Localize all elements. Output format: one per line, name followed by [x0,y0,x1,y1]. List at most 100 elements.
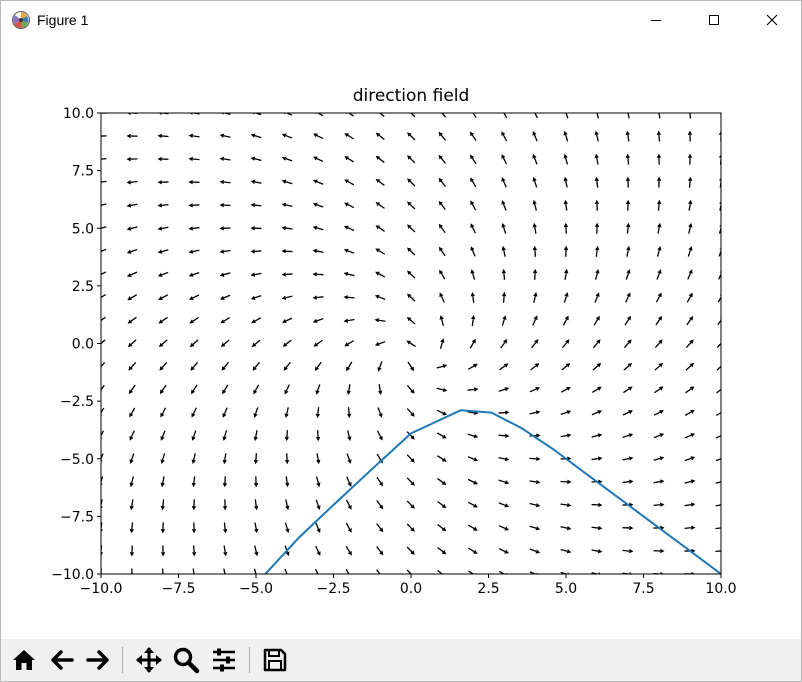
quiver-arrow [191,545,197,557]
home-icon [13,650,35,670]
quiver-arrow [219,179,231,185]
y-tick-label: 5.0 [72,221,94,237]
quiver-arrow [191,453,196,465]
pan-icon [136,647,162,673]
quiver-arrow [498,387,510,392]
quiver-arrow [188,203,200,208]
quiver-arrow [188,179,200,185]
close-button[interactable] [743,1,801,39]
quiver-arrow [560,548,572,554]
back-button[interactable] [45,643,79,677]
quiver-arrow [653,502,665,507]
quiver-arrow [223,545,228,557]
quiver-arrow [687,153,693,165]
solution-curve [264,409,721,574]
quiver-arrow [160,407,167,418]
title-bar[interactable]: Figure 1 [1,1,801,39]
forward-button[interactable] [81,643,115,677]
quiver-arrow [126,156,138,162]
quiver-arrow [160,430,166,441]
quiver-arrow [343,271,355,277]
quiver-arrow [498,525,510,531]
quiver-arrow [406,293,416,302]
quiver-arrow [375,132,385,140]
quiver-arrow [623,362,633,371]
quiver-arrow [594,153,599,165]
quiver-arrow [563,245,569,257]
quiver-arrow [283,361,291,371]
quiver-arrow [223,568,226,574]
quiver-arrow [439,292,445,303]
quiver-arrow [191,476,197,488]
home-button[interactable] [7,643,41,677]
quiver-arrow [656,269,662,280]
quiver-arrow [593,315,600,326]
quiver-arrow [532,315,538,326]
quiver-arrow [376,499,384,510]
quiver-arrow [250,202,262,208]
quiver-arrow [407,247,416,256]
quiver-arrow [281,156,293,162]
quiver-arrow [564,268,569,280]
quiver-arrow [101,135,107,137]
figure-canvas[interactable]: direction field −10.0 −7.5 −5.0 −2.5 0.0 2.5 5… [1,39,801,639]
quiver-arrow [438,200,446,210]
quiver-arrow [591,433,603,438]
quiver-arrow [159,361,168,371]
quiver-arrow [253,568,257,574]
quiver-arrow [563,153,569,165]
quiver-arrow [626,245,631,257]
quiver-arrow [591,456,603,461]
quiver-arrow [313,133,324,140]
quiver-arrow [222,384,229,395]
quiver-arrow [622,525,634,531]
zoom-button[interactable] [169,643,203,677]
quiver-arrow [622,410,633,416]
quiver-arrow [470,291,476,303]
y-axis: −10.0 −7.5 −5.0 −2.5 0.0 2.5 5.0 7.5 10.0 [51,106,101,583]
quiver-arrow [282,317,293,323]
x-tick-label: 0.0 [400,581,422,597]
quiver-arrow [407,224,416,233]
configure-subplots-button[interactable] [207,643,241,677]
quiver-arrow [126,226,138,231]
quiver-arrow [406,385,415,394]
quiver-arrow [128,384,136,395]
quiver-arrow [655,315,663,326]
quiver-arrow [374,318,386,323]
quiver-arrow [127,316,137,324]
quiver-arrow [344,340,355,347]
quiver-arrow [160,545,166,557]
quiver-arrow [253,499,259,511]
quiver-arrow [253,384,260,395]
quiver-arrow [438,223,446,234]
quiver-arrow [498,547,509,554]
matplotlib-icon [11,10,31,30]
quiver-arrow [191,522,197,534]
quiver-arrow [284,522,290,534]
quiver-arrow [622,479,634,484]
pan-button[interactable] [132,643,166,677]
quiver-arrow [560,410,572,415]
quiver-arrow [129,545,135,557]
quiver-arrow [222,522,228,534]
configure-subplots-icon [213,648,235,672]
quiver-arrow [406,408,415,417]
save-button[interactable] [258,643,292,677]
quiver-arrow [312,202,324,208]
x-tick-label: 10.0 [705,581,736,597]
quiver-arrow [346,407,352,419]
quiver-arrow [438,154,446,164]
quiver-arrow [284,407,289,418]
quiver-arrow [591,386,602,393]
quiver-arrow [436,432,447,439]
quiver-arrow [101,157,107,160]
quiver-arrow [595,269,600,280]
minimize-button[interactable] [627,1,685,39]
quiver-arrow [344,202,355,209]
quiver-arrow [406,340,416,348]
quiver-arrow [529,548,541,554]
maximize-button[interactable] [685,1,743,39]
quiver-arrow [343,248,355,254]
quiver-arrow [345,522,352,533]
